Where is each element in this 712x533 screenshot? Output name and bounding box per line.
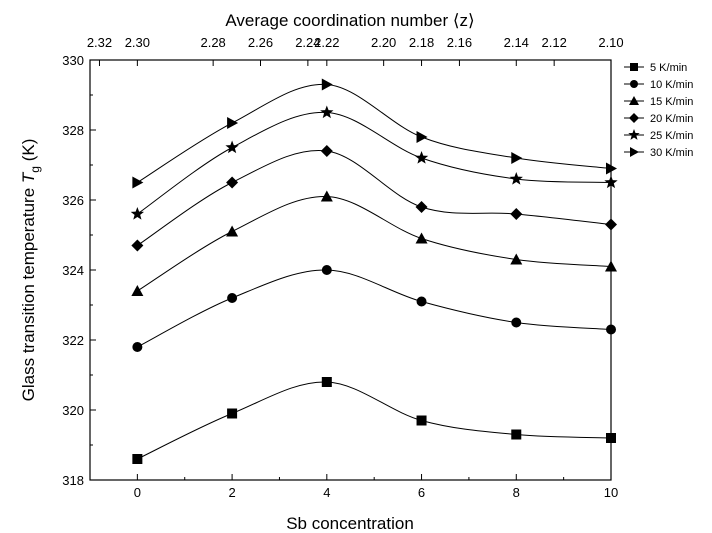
data-point-square xyxy=(630,63,638,71)
top-tick-label: 2.14 xyxy=(504,35,529,50)
x-tick-label: 8 xyxy=(513,485,520,500)
data-point-triangle xyxy=(131,285,144,296)
y-tick-label: 318 xyxy=(62,473,84,488)
data-point-triangle xyxy=(510,253,523,265)
data-point-star xyxy=(320,105,334,119)
data-point-circle xyxy=(132,342,143,352)
data-point-square xyxy=(227,408,238,419)
axis-ticks xyxy=(89,59,612,481)
top-tick-label: 2.30 xyxy=(125,35,150,50)
data-point-star xyxy=(509,172,523,185)
data-point-circle xyxy=(227,293,238,303)
y-axis-title-unit: (K) xyxy=(19,139,38,166)
data-point-square xyxy=(132,454,143,464)
data-point-triangle-right xyxy=(416,131,428,143)
x-axis-title: Sb concentration xyxy=(286,514,414,533)
data-point-triangle-right xyxy=(227,117,239,129)
y-axis-title-main: Glass transition temperature xyxy=(19,183,38,401)
data-point-diamond xyxy=(415,201,428,213)
data-point-diamond xyxy=(131,239,144,252)
data-point-circle xyxy=(416,296,427,307)
data-point-star xyxy=(604,175,618,189)
y-tick-label: 322 xyxy=(62,333,84,348)
series-line xyxy=(137,111,612,215)
data-point-star xyxy=(225,140,239,154)
data-point-triangle xyxy=(320,190,333,202)
legend-label: 5 K/min xyxy=(650,62,687,74)
data-point-triangle-right xyxy=(606,162,617,175)
data-point-triangle xyxy=(226,225,239,237)
legend: 5 K/min 10 K/min 15 K/min 20 K/min 25 K/min 3… xyxy=(624,62,693,159)
series-star xyxy=(130,105,618,220)
y-tick-label: 326 xyxy=(62,193,84,208)
x-tick-label: 6 xyxy=(418,485,425,500)
data-point-diamond xyxy=(226,176,239,189)
data-point-triangle-right xyxy=(132,176,144,189)
y-tick-label: 328 xyxy=(62,123,84,138)
data-point-triangle-right xyxy=(511,152,523,164)
data-point-triangle-right xyxy=(321,78,333,91)
data-point-circle xyxy=(606,324,616,335)
x-tick-label: 2 xyxy=(228,485,235,500)
legend-label: 30 K/min xyxy=(650,147,693,159)
y-tick-label: 324 xyxy=(62,263,84,278)
series-triangle-up xyxy=(131,190,617,296)
top-tick-label: 2.16 xyxy=(447,35,472,50)
y-axis-title: Glass transition temperature Tg (K) xyxy=(19,139,42,402)
top-tick-label: 2.18 xyxy=(409,35,434,50)
data-point-triangle xyxy=(605,260,617,272)
top-tick-label: 2.10 xyxy=(598,35,623,50)
legend-label: 15 K/min xyxy=(650,96,693,108)
data-point-star xyxy=(130,207,145,220)
series-square xyxy=(132,377,616,464)
legend-label: 25 K/min xyxy=(650,130,693,142)
series-triangle-right xyxy=(132,78,617,189)
top-tick-label: 2.32 xyxy=(87,35,112,50)
top-tick-label: 2.26 xyxy=(248,35,273,50)
series-line xyxy=(137,269,612,348)
data-point-square xyxy=(606,433,616,443)
data-point-square xyxy=(511,429,522,440)
series-line xyxy=(137,381,612,460)
data-point-diamond xyxy=(629,113,639,123)
data-point-square xyxy=(321,377,332,387)
data-point-circle xyxy=(321,265,332,275)
data-point-triangle xyxy=(629,96,639,105)
top-tick-label: 2.12 xyxy=(542,35,567,50)
data-point-circle xyxy=(630,80,638,88)
legend-label: 10 K/min xyxy=(650,79,693,91)
x-tick-label: 0 xyxy=(134,485,141,500)
x-tick-label: 10 xyxy=(604,485,618,500)
series-line xyxy=(137,195,612,292)
top-tick-label: 2.24 xyxy=(295,35,320,50)
top-tick-label: 2.28 xyxy=(200,35,225,50)
series-circle xyxy=(132,265,616,352)
y-tick-label: 320 xyxy=(62,403,84,418)
legend-label: 20 K/min xyxy=(650,113,693,125)
data-point-star xyxy=(628,129,640,140)
data-point-diamond xyxy=(605,218,617,231)
data-point-square xyxy=(416,415,427,426)
y-axis-title-symbol: T xyxy=(19,171,38,183)
data-point-triangle-right xyxy=(630,147,639,157)
y-tick-label: 330 xyxy=(62,53,84,68)
series-diamond xyxy=(131,145,617,252)
data-point-triangle xyxy=(415,232,428,244)
y-axis-title-subscript: g xyxy=(28,166,42,173)
top-tick-label: 2.20 xyxy=(371,35,396,50)
data-point-star xyxy=(414,151,429,164)
series-line xyxy=(137,83,612,183)
series-line xyxy=(137,149,612,246)
top-axis-title: Average coordination number ⟨z⟩ xyxy=(225,11,474,30)
data-point-diamond xyxy=(510,208,523,220)
series-layer xyxy=(130,78,618,464)
data-point-diamond xyxy=(320,145,333,157)
data-point-circle xyxy=(511,317,522,328)
top-tick-label: 2.22 xyxy=(314,35,339,50)
x-tick-label: 4 xyxy=(323,485,330,500)
